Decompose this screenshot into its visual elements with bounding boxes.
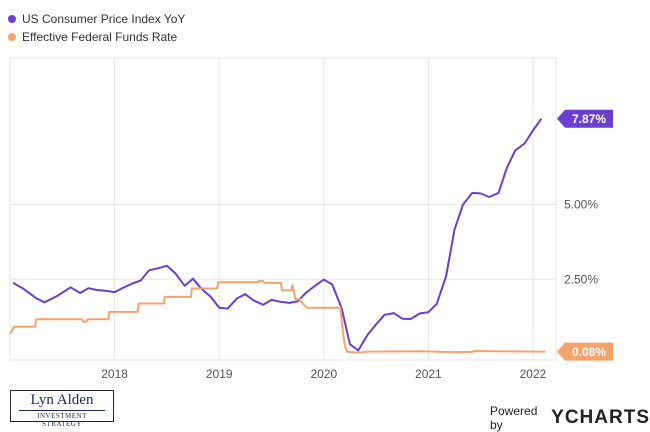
y-tick-label: 5.00% — [564, 198, 598, 212]
powered-by-ycharts[interactable]: Powered by YCHARTS — [490, 404, 650, 432]
grid — [10, 58, 556, 360]
legend-swatch-cpi — [8, 15, 16, 23]
x-tick-label: 2021 — [415, 367, 442, 381]
end-value-tags: 7.87% 0.08% — [557, 109, 613, 361]
end-tag-label-0: 7.87% — [572, 112, 606, 126]
legend-label-fed-funds: Effective Federal Funds Rate — [22, 30, 178, 44]
series-layer — [9, 118, 546, 354]
plot-frame — [9, 57, 557, 361]
powered-by-label: Powered by — [490, 404, 538, 432]
x-tick-label: 2018 — [101, 367, 128, 381]
logo-name: Lyn Alden — [30, 392, 94, 408]
legend: US Consumer Price Index YoY Effective Fe… — [8, 10, 185, 46]
x-tick-label: 2022 — [520, 367, 547, 381]
end-tag-1 — [557, 342, 613, 361]
x-tick-label: 2020 — [310, 367, 337, 381]
y-tick-labels: 2.50% 5.00% — [564, 198, 598, 287]
legend-item-cpi[interactable]: US Consumer Price Index YoY — [8, 10, 185, 28]
x-tick-label: 2019 — [206, 367, 233, 381]
end-tag-0 — [557, 109, 613, 128]
legend-label-cpi: US Consumer Price Index YoY — [22, 12, 186, 26]
series-line-1[interactable] — [9, 280, 546, 354]
legend-item-fed-funds[interactable]: Effective Federal Funds Rate — [8, 28, 185, 46]
x-tick-labels: 2018 2019 2020 2021 2022 — [101, 367, 546, 381]
lyn-alden-logo: Lyn Alden INVESTMENT STRATEGY — [10, 390, 114, 428]
end-tag-label-1: 0.08% — [572, 345, 606, 359]
series-line-0[interactable] — [12, 118, 543, 352]
y-tick-label: 2.50% — [564, 272, 598, 286]
logo-subtitle: INVESTMENT STRATEGY — [19, 410, 105, 428]
legend-swatch-fed-funds — [8, 33, 16, 41]
ycharts-logo: YCHARTS — [551, 407, 650, 428]
